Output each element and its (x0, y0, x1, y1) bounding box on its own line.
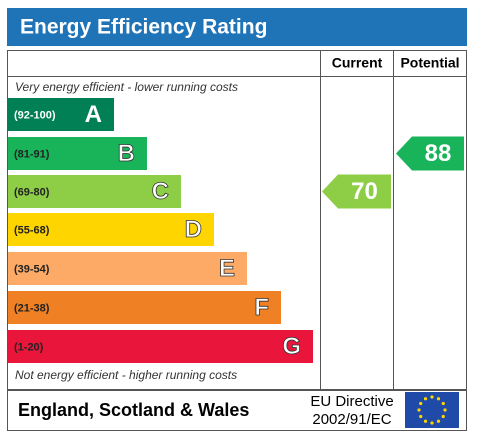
band-bar (8, 330, 313, 363)
band-bar (8, 98, 114, 131)
band-bar (8, 175, 181, 208)
band-range: (55-68) (14, 224, 50, 236)
top-note: Very energy efficient - lower running co… (15, 80, 238, 94)
band-range: (1-20) (14, 341, 44, 353)
band-range: (39-54) (14, 263, 50, 275)
frame (7, 50, 467, 390)
potential-arrow (396, 136, 464, 171)
directive-line2: 2002/91/EC (312, 411, 391, 428)
eu-star (436, 397, 441, 401)
band-bar (8, 291, 281, 324)
band-letter: E (219, 255, 235, 282)
band-letter: F (254, 294, 269, 321)
eu-star (417, 408, 421, 412)
band-letter: G (282, 333, 301, 360)
band-range: (21-38) (14, 302, 50, 314)
eu-star (419, 401, 423, 406)
band-letter: B (118, 140, 135, 167)
footer-region: England, Scotland & Wales (18, 400, 249, 420)
eu-star (430, 421, 434, 425)
band-bar (8, 213, 214, 246)
bottom-note: Not energy efficient - higher running co… (15, 368, 237, 382)
eu-star (423, 397, 428, 401)
title-bar (7, 8, 467, 46)
potential-header: Potential (400, 55, 459, 71)
eu-star (443, 408, 447, 412)
title: Energy Efficiency Rating (20, 16, 267, 39)
band-range: (69-80) (14, 186, 50, 198)
eu-star (423, 419, 428, 423)
eu-star (441, 414, 445, 419)
band-letter: D (185, 216, 202, 243)
band-letter: A (85, 101, 102, 128)
band-bar (8, 252, 247, 285)
band-range: (92-100) (14, 109, 56, 121)
eu-stars (417, 395, 447, 425)
eu-star (441, 401, 445, 406)
directive-line1: EU Directive (310, 393, 393, 410)
band-bar (8, 137, 147, 170)
band-range: (81-91) (14, 148, 50, 160)
eu-star (419, 414, 423, 419)
band-letter: C (152, 178, 169, 205)
current-header: Current (332, 55, 383, 71)
potential-value: 88 (425, 140, 452, 167)
eu-star (436, 419, 441, 423)
current-arrow (322, 174, 391, 209)
eu-star (430, 395, 434, 399)
footer-frame (7, 390, 467, 431)
current-value: 70 (351, 178, 378, 205)
